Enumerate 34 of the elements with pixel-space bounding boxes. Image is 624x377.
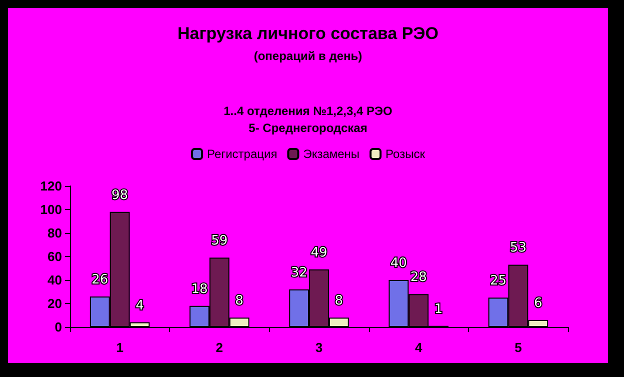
text: 5- Среднегородская bbox=[248, 121, 368, 135]
x-tick-label: 2 bbox=[216, 340, 224, 355]
legend-label: Регистрация bbox=[207, 147, 278, 161]
y-tick-label: 60 bbox=[48, 249, 62, 264]
data-label: 25 bbox=[490, 274, 507, 289]
data-label: 8 bbox=[235, 294, 244, 309]
y-tick-label: 100 bbox=[40, 202, 62, 217]
text: 1..4 отделения №1,2,3,4 РЭО bbox=[224, 104, 392, 118]
x-tick-label: 5 bbox=[514, 340, 522, 355]
x-tick-label: 3 bbox=[315, 340, 323, 355]
y-tick-label: 0 bbox=[54, 320, 62, 334]
data-label: 18 bbox=[191, 282, 208, 297]
chart-title: Нагрузка личного состава РЭО bbox=[178, 24, 438, 43]
x-tick-label: 4 bbox=[414, 340, 423, 355]
y-tick-label: 40 bbox=[48, 272, 62, 288]
data-label: 4 bbox=[136, 298, 144, 314]
data-label: 53 bbox=[510, 240, 526, 256]
y-tick-label: 20 bbox=[48, 296, 62, 311]
data-label: 6 bbox=[534, 296, 542, 311]
data-label: 8 bbox=[334, 294, 344, 309]
legend-label: Розыск bbox=[386, 147, 426, 161]
data-label: 59 bbox=[211, 234, 228, 249]
data-label: 32 bbox=[290, 265, 308, 280]
chart-subtitle: (операций в день) bbox=[254, 49, 362, 63]
data-label: 40 bbox=[390, 256, 407, 271]
y-tick-label: 80 bbox=[48, 226, 62, 240]
x-tick-label: 1 bbox=[116, 340, 124, 355]
legend-label: Экзамены bbox=[303, 147, 360, 161]
y-tick-label: 120 bbox=[40, 178, 62, 194]
data-label: 28 bbox=[410, 270, 427, 286]
data-label: 49 bbox=[310, 245, 328, 260]
data-label: 26 bbox=[92, 272, 108, 288]
data-label: 1 bbox=[434, 302, 443, 317]
data-label: 98 bbox=[112, 188, 128, 203]
